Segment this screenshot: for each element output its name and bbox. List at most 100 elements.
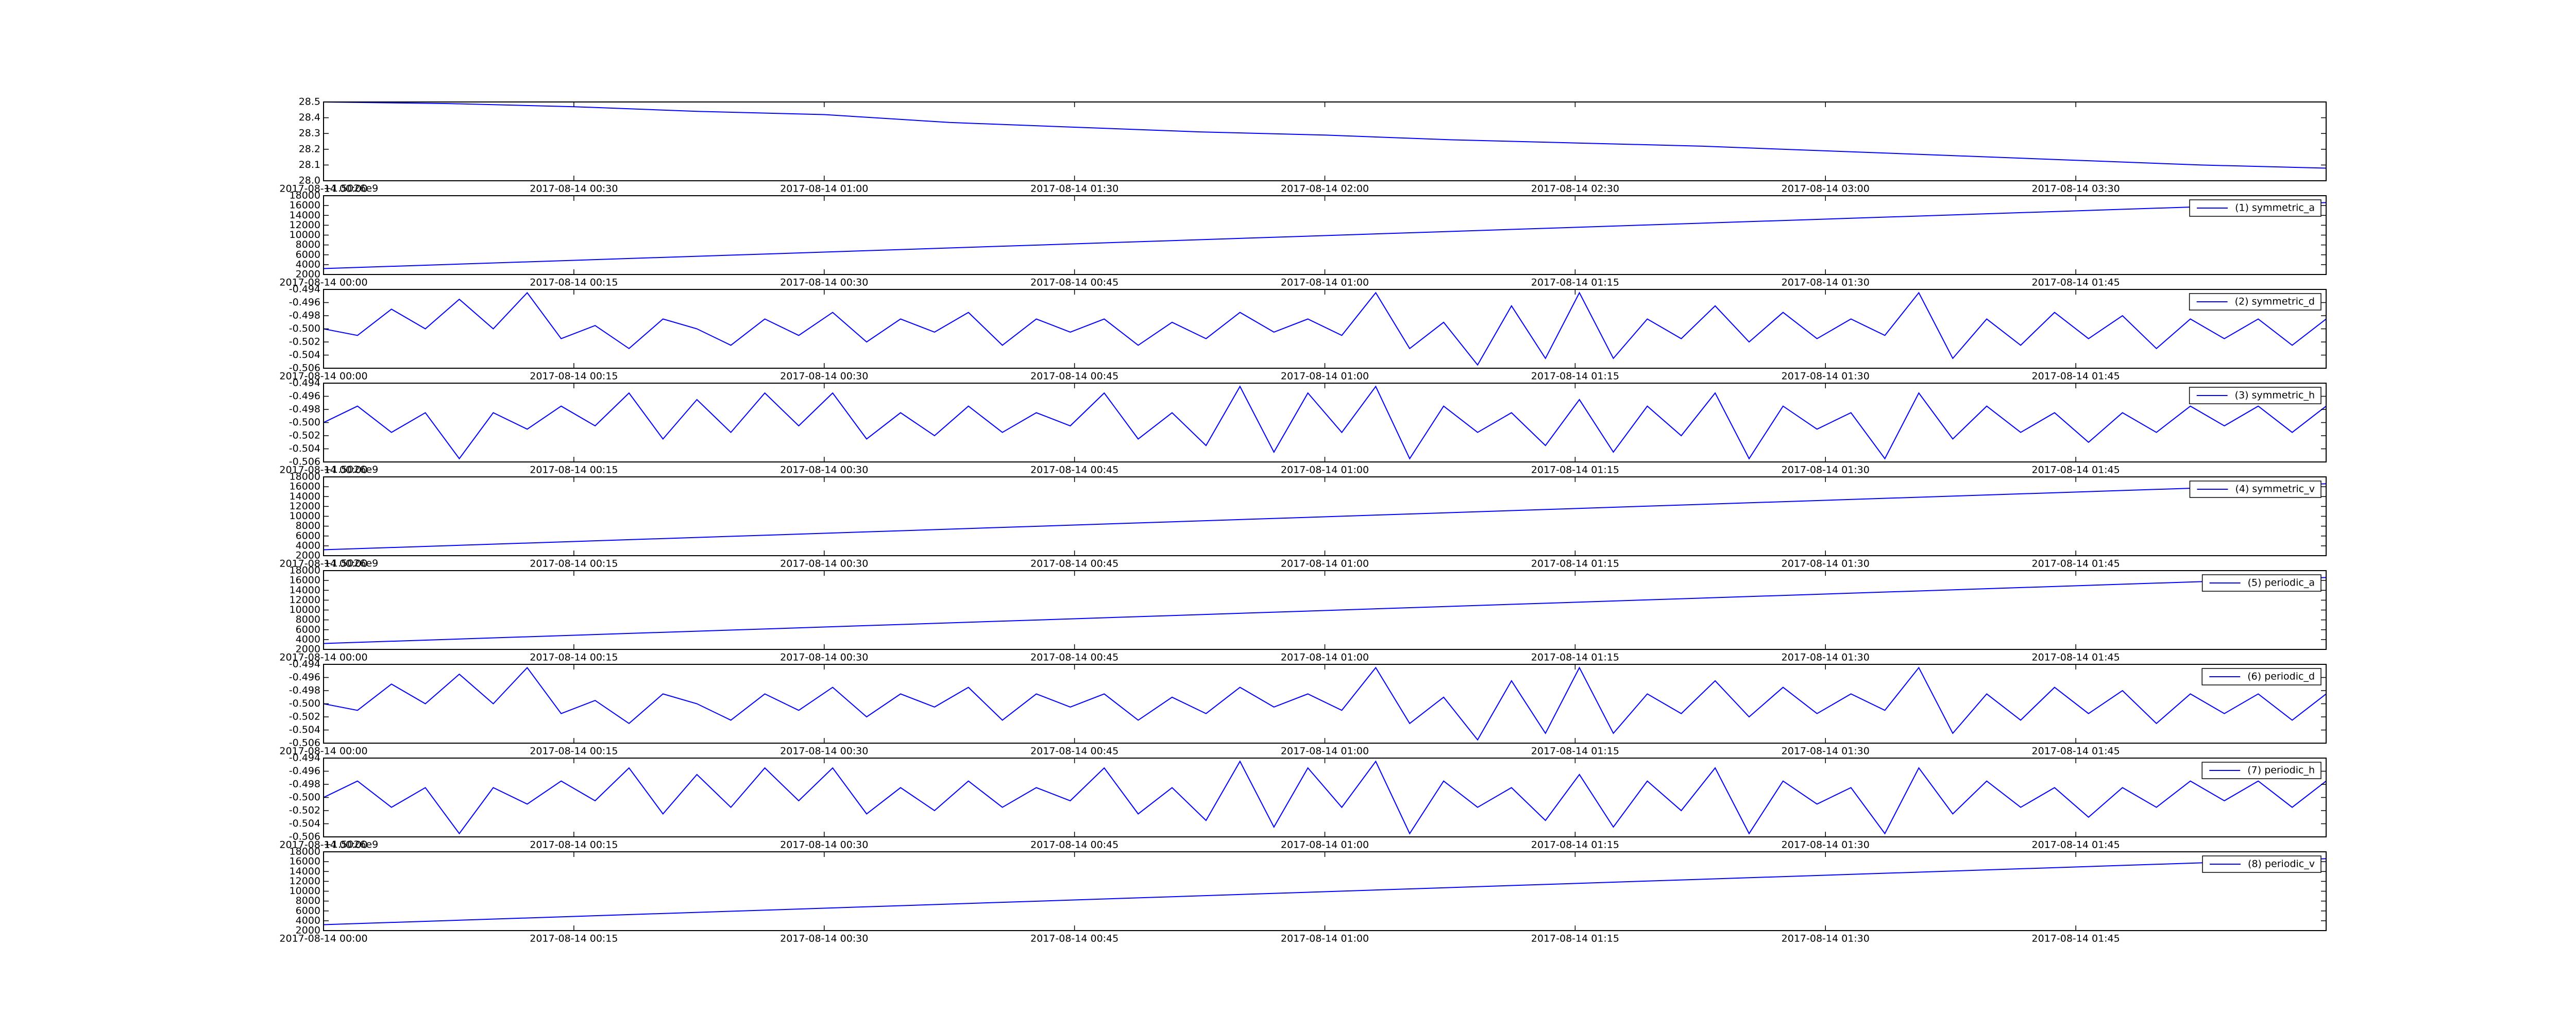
x-tick-label: 2017-08-14 00:00 bbox=[279, 839, 367, 851]
x-tick-label: 2017-08-14 01:45 bbox=[2032, 277, 2120, 288]
x-tick-label: 2017-08-14 00:30 bbox=[780, 371, 868, 382]
x-tick-label: 2017-08-14 00:15 bbox=[530, 558, 618, 570]
y-tick-label: 12000 bbox=[290, 876, 320, 887]
x-tick-label: 2017-08-14 00:30 bbox=[780, 839, 868, 851]
legend-label: (2) symmetric_d bbox=[2235, 296, 2315, 307]
x-tick-label: 2017-08-14 00:15 bbox=[530, 746, 618, 757]
x-tick-label: 2017-08-14 00:00 bbox=[279, 652, 367, 663]
y-tick-label: 10000 bbox=[290, 510, 320, 522]
x-tick-label: 2017-08-14 00:30 bbox=[780, 465, 868, 476]
x-tick-label: 2017-08-14 00:15 bbox=[530, 839, 618, 851]
x-tick-label: 2017-08-14 01:00 bbox=[1281, 277, 1369, 288]
x-tick-label: 2017-08-14 00:15 bbox=[530, 652, 618, 663]
offset-text: +1.5026e9 bbox=[324, 183, 378, 194]
legend-label: (7) periodic_h bbox=[2247, 765, 2315, 776]
series-line bbox=[323, 577, 2327, 644]
x-tick-label: 2017-08-14 00:00 bbox=[279, 558, 367, 570]
y-tick-label: -0.504 bbox=[289, 724, 320, 735]
x-tick-label: 2017-08-14 00:30 bbox=[780, 652, 868, 663]
y-tick-label: -0.502 bbox=[289, 430, 320, 441]
legend: (6) periodic_d bbox=[2201, 668, 2321, 685]
offset-text: +1.5026e9 bbox=[324, 464, 378, 475]
y-tick-label: 2000 bbox=[296, 925, 320, 936]
y-tick-label: 8000 bbox=[296, 520, 320, 531]
x-tick-label: 2017-08-14 01:00 bbox=[1281, 558, 1369, 570]
y-tick-label: -0.502 bbox=[289, 336, 320, 348]
y-tick-label: -0.496 bbox=[289, 297, 320, 308]
axes-frame bbox=[323, 664, 2327, 744]
y-tick-label: 16000 bbox=[290, 856, 320, 867]
series-line bbox=[323, 858, 2327, 925]
x-tick-label: 2017-08-14 01:00 bbox=[1281, 652, 1369, 663]
y-tick-label: 14000 bbox=[290, 866, 320, 877]
x-tick-label: 2017-08-14 00:45 bbox=[1030, 465, 1118, 476]
legend-label: (3) symmetric_h bbox=[2235, 390, 2315, 401]
y-tick-label: 18000 bbox=[290, 190, 320, 201]
y-tick-label: 6000 bbox=[296, 624, 320, 635]
x-tick-label: 2017-08-14 00:45 bbox=[1030, 558, 1118, 570]
legend: (1) symmetric_a bbox=[2189, 199, 2321, 217]
x-tick-label: 2017-08-14 01:45 bbox=[2032, 371, 2120, 382]
y-tick-label: -0.494 bbox=[289, 377, 320, 389]
legend: (5) periodic_a bbox=[2201, 574, 2321, 592]
y-tick-label: 28.4 bbox=[299, 112, 320, 123]
x-tick-label: 2017-08-14 00:30 bbox=[530, 183, 618, 195]
axes-frame bbox=[323, 101, 2327, 181]
y-tick-label: -0.500 bbox=[289, 323, 320, 334]
x-tick-label: 2017-08-14 02:30 bbox=[1531, 183, 1619, 195]
y-tick-label: 18000 bbox=[290, 471, 320, 483]
x-tick-label: 2017-08-14 00:45 bbox=[1030, 746, 1118, 757]
x-tick-label: 2017-08-14 00:45 bbox=[1030, 933, 1118, 945]
x-tick-label: 2017-08-14 00:15 bbox=[530, 277, 618, 288]
x-tick-label: 2017-08-14 00:45 bbox=[1030, 277, 1118, 288]
x-tick-label: 2017-08-14 00:00 bbox=[279, 933, 367, 945]
legend: (4) symmetric_v bbox=[2189, 480, 2321, 498]
y-tick-label: 16000 bbox=[290, 575, 320, 586]
y-tick-label: -0.506 bbox=[289, 456, 320, 468]
y-tick-label: -0.498 bbox=[289, 685, 320, 696]
x-tick-label: 2017-08-14 00:00 bbox=[279, 371, 367, 382]
x-tick-label: 2017-08-14 01:00 bbox=[1281, 746, 1369, 757]
x-tick-label: 2017-08-14 01:30 bbox=[1782, 746, 1870, 757]
y-tick-label: -0.500 bbox=[289, 417, 320, 428]
y-tick-label: -0.494 bbox=[289, 659, 320, 670]
x-tick-label: 2017-08-14 00:15 bbox=[530, 933, 618, 945]
axes-frame bbox=[323, 383, 2327, 462]
legend-label: (4) symmetric_v bbox=[2235, 484, 2315, 495]
x-tick-label: 2017-08-14 01:00 bbox=[1281, 465, 1369, 476]
y-tick-label: -0.506 bbox=[289, 831, 320, 843]
y-tick-label: -0.494 bbox=[289, 284, 320, 295]
x-tick-label: 2017-08-14 01:15 bbox=[1531, 839, 1619, 851]
legend-label: (8) periodic_v bbox=[2248, 859, 2315, 870]
x-tick-label: 2017-08-14 01:00 bbox=[1281, 933, 1369, 945]
x-tick-label: 2017-08-14 00:00 bbox=[279, 746, 367, 757]
x-tick-label: 2017-08-14 01:30 bbox=[1782, 371, 1870, 382]
y-tick-label: 14000 bbox=[290, 491, 320, 502]
legend-box bbox=[2189, 293, 2321, 311]
y-tick-label: 12000 bbox=[290, 594, 320, 606]
y-tick-label: 4000 bbox=[296, 633, 320, 645]
y-tick-label: 28.3 bbox=[299, 128, 320, 139]
x-tick-label: 2017-08-14 01:15 bbox=[1531, 746, 1619, 757]
y-tick-label: 10000 bbox=[290, 885, 320, 897]
x-tick-label: 2017-08-14 01:15 bbox=[1531, 277, 1619, 288]
x-tick-label: 2017-08-14 01:00 bbox=[1281, 839, 1369, 851]
series-line bbox=[323, 483, 2327, 551]
x-tick-label: 2017-08-14 00:15 bbox=[530, 465, 618, 476]
y-tick-label: 8000 bbox=[296, 614, 320, 625]
x-tick-label: 2017-08-14 03:00 bbox=[1782, 183, 1870, 195]
x-tick-label: 2017-08-14 01:45 bbox=[2032, 652, 2120, 663]
x-tick-label: 2017-08-14 00:30 bbox=[780, 933, 868, 945]
axes-frame bbox=[323, 758, 2327, 837]
y-tick-label: -0.502 bbox=[289, 711, 320, 723]
x-tick-label: 2017-08-14 01:15 bbox=[1531, 371, 1619, 382]
x-tick-label: 2017-08-14 01:30 bbox=[1782, 558, 1870, 570]
y-tick-label: -0.506 bbox=[289, 363, 320, 374]
offset-text: +1.5026e9 bbox=[324, 558, 378, 569]
x-tick-label: 2017-08-14 00:45 bbox=[1030, 652, 1118, 663]
x-tick-label: 2017-08-14 03:30 bbox=[2032, 183, 2120, 195]
y-tick-label: 28.0 bbox=[299, 175, 320, 186]
y-tick-label: -0.498 bbox=[289, 310, 320, 321]
x-tick-label: 2017-08-14 01:45 bbox=[2032, 746, 2120, 757]
x-tick-label: 2017-08-14 01:45 bbox=[2032, 465, 2120, 476]
